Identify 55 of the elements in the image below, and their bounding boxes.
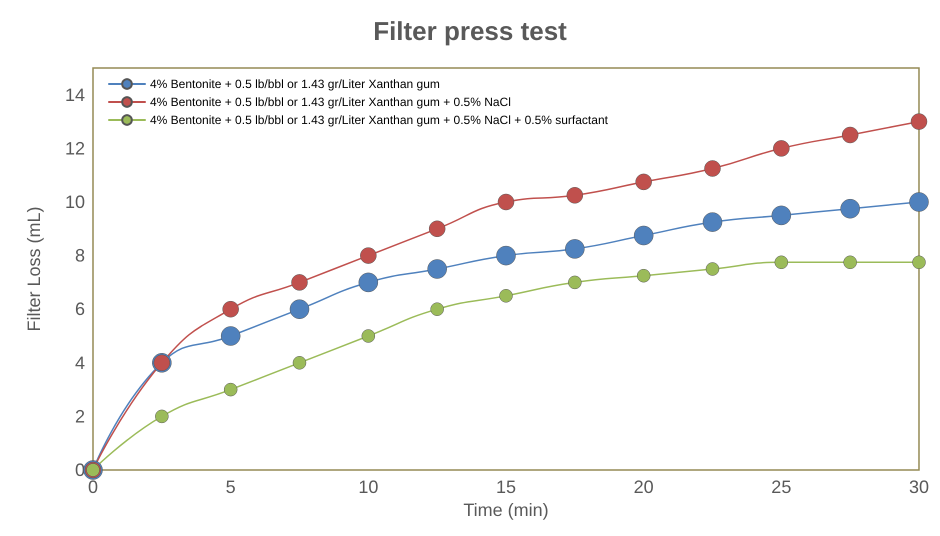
x-tick-label: 20 <box>634 477 654 497</box>
legend-label: 4% Bentonite + 0.5 lb/bbl or 1.43 gr/Liter Xanthan gum <box>150 77 440 91</box>
x-tick-label: 10 <box>358 477 378 497</box>
point <box>220 326 240 346</box>
point <box>566 187 584 204</box>
point <box>358 272 378 292</box>
x-tick-label: 25 <box>771 477 792 497</box>
point <box>292 356 306 370</box>
y-tick-label: 10 <box>64 192 85 212</box>
point <box>155 410 169 424</box>
x-tick-label: 0 <box>88 477 98 497</box>
point <box>634 226 654 246</box>
point <box>499 289 513 303</box>
y-tick-label: 0 <box>74 460 85 480</box>
point <box>840 198 860 218</box>
point <box>224 382 238 396</box>
point <box>362 329 376 343</box>
y-tick-label: 6 <box>74 299 85 320</box>
point <box>291 274 308 291</box>
point <box>843 256 857 270</box>
point <box>290 299 310 319</box>
x-axis-title: Time (min) <box>463 500 549 520</box>
legend-label: 4% Bentonite + 0.5 lb/bbl or 1.43 gr/Liter Xanthan gum + 0.5% NaCl <box>150 95 511 109</box>
point <box>910 113 928 130</box>
point <box>568 276 582 290</box>
point <box>427 259 447 279</box>
point <box>773 140 790 157</box>
point <box>498 194 514 210</box>
x-tick-label: 30 <box>908 477 930 497</box>
point <box>702 212 722 232</box>
point <box>430 302 444 316</box>
y-tick-label: 8 <box>74 246 85 266</box>
legend-label: 4% Bentonite + 0.5 lb/bbl or 1.43 gr/Liter Xanthan gum + 0.5% NaCl + 0.5% surfactant <box>150 113 609 127</box>
point <box>706 262 720 276</box>
y-tick-label: 12 <box>64 138 85 158</box>
y-tick-label: 14 <box>64 84 85 105</box>
point <box>704 160 721 177</box>
x-tick-label: 15 <box>496 477 516 497</box>
y-axis-title: Filter Loss (mL) <box>24 206 44 332</box>
point <box>565 239 585 259</box>
point <box>360 247 377 264</box>
point <box>772 206 792 226</box>
point <box>909 192 929 212</box>
x-tick-label: 5 <box>226 477 236 497</box>
point <box>496 246 516 266</box>
point <box>774 256 788 270</box>
point <box>635 174 652 190</box>
point <box>428 220 446 238</box>
chart-title: Filter press test <box>373 16 568 46</box>
y-tick-label: 2 <box>74 406 85 426</box>
point <box>842 126 858 144</box>
point <box>912 256 926 270</box>
point <box>636 268 650 282</box>
y-tick-label: 4 <box>74 352 85 373</box>
point <box>222 300 239 318</box>
